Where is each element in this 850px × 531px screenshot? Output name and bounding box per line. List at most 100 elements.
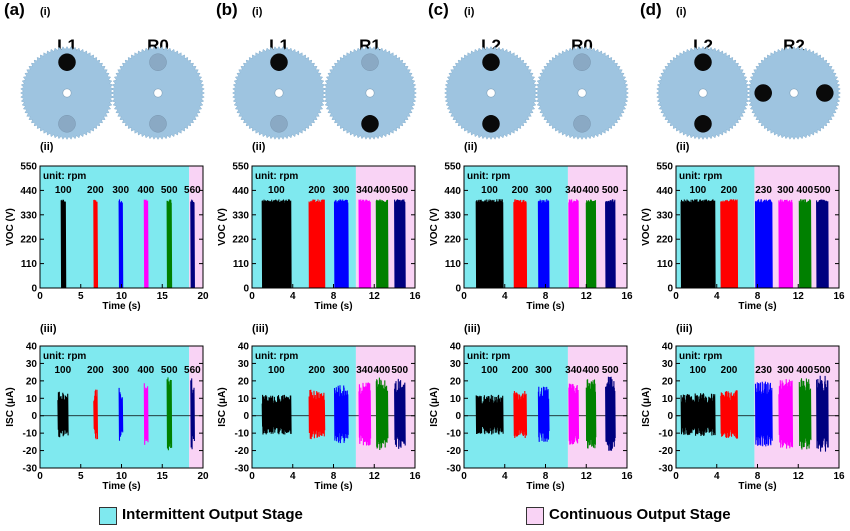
legend-swatch-intermittent	[99, 507, 117, 525]
chart-d-isc-burst-label-200: 200	[721, 365, 738, 376]
chart-c-voc-unit-note: unit: rpm	[467, 171, 510, 182]
chart-c-voc-xtick-4: 16	[621, 291, 633, 302]
panel-d-sub-i: (i)	[676, 6, 687, 18]
chart-a-isc-ytick-7: 40	[26, 342, 38, 353]
chart-b-voc-ylabel: VOC (V)	[217, 208, 228, 246]
chart-a-isc-xtick-0: 0	[37, 471, 43, 482]
chart-b-voc-ytick-1: 110	[233, 259, 250, 270]
chart-c-voc-series-500	[605, 199, 616, 288]
chart-b-isc-ytick-4: 10	[238, 394, 250, 405]
chart-b-isc-xtick-0: 0	[249, 471, 255, 482]
panel-c-letter: (c)	[428, 0, 449, 19]
chart-c-isc-series-500	[605, 376, 616, 451]
chart-b-voc-burst-label-100: 100	[268, 185, 285, 196]
panel-b-left-wheel	[232, 46, 326, 140]
chart-d-isc-series-200	[720, 390, 739, 439]
panel-b-right-wheel	[323, 46, 417, 140]
chart-a-isc-ytick-1: -20	[23, 446, 38, 457]
chart-c-voc-series-340	[568, 199, 580, 288]
chart-b-isc-xtick-4: 16	[409, 471, 421, 482]
chart-d-voc-series-100	[680, 199, 716, 288]
chart-c-isc-ytick-5: 20	[450, 376, 462, 387]
chart-d-isc-ytick-1: -20	[659, 446, 674, 457]
panel-a-right-magnet-1	[149, 115, 167, 133]
chart-a-isc-ytick-4: 10	[26, 394, 38, 405]
chart-d-voc-ytick-1: 110	[657, 259, 674, 270]
chart-c-isc-burst-label-340: 340	[565, 365, 582, 376]
panel-d-left-magnet-0	[694, 53, 712, 71]
chart-a-voc-series-560	[190, 199, 195, 288]
chart-b-voc-xtick-0: 0	[249, 291, 255, 302]
chart-a-isc-series-560	[190, 378, 195, 450]
chart-a-isc-xtick-3: 15	[157, 471, 169, 482]
chart-a-voc-burst-label-200: 200	[87, 185, 104, 196]
chart-c-isc-ytick-1: -20	[447, 446, 462, 457]
chart-d-voc-series-300	[778, 199, 794, 288]
chart-a-voc-unit-note: unit: rpm	[43, 171, 86, 182]
chart-a-voc-ytick-3: 330	[20, 210, 37, 221]
chart-a-voc-xlabel: Time (s)	[102, 301, 140, 312]
chart-c-isc-burst-label-100: 100	[481, 365, 498, 376]
panel-b-right-wheel-hub	[365, 88, 375, 98]
chart-d-isc-ytick-4: 10	[662, 394, 674, 405]
chart-d-voc-ytick-3: 330	[656, 210, 673, 221]
chart-c-isc-ytick-7: 40	[450, 342, 462, 353]
chart-a-isc-burst-label-500: 500	[161, 365, 178, 376]
chart-d-voc-xtick-4: 16	[833, 291, 845, 302]
chart-d-voc-ylabel: VOC (V)	[641, 208, 652, 246]
panel-a-left-magnet-1	[58, 115, 76, 133]
chart-c-voc-ytick-3: 330	[444, 210, 461, 221]
chart-b-isc-series-300	[333, 385, 349, 444]
panel-b-right-magnet-0	[361, 53, 379, 71]
chart-b-voc-burst-label-200: 200	[308, 185, 325, 196]
chart-d-voc-ytick-5: 550	[656, 162, 673, 173]
panel-c-right-magnet-1	[573, 115, 591, 133]
chart-d-voc-xtick-3: 12	[793, 291, 805, 302]
chart-a-isc-ylabel: ISC (μA)	[5, 387, 16, 426]
chart-c-voc-xlabel: Time (s)	[526, 301, 564, 312]
chart-c-isc-xlabel: Time (s)	[526, 481, 564, 492]
panel-a-right-wheel	[111, 46, 205, 140]
chart-c-isc-xtick-2: 8	[543, 471, 549, 482]
panel-b-letter: (b)	[216, 0, 238, 19]
chart-d-isc-xtick-4: 16	[833, 471, 845, 482]
chart-c-voc: 100 200 300 340 400 500 unit: rpm 0 110 220 330 440…	[429, 162, 633, 313]
chart-d-voc-burst-label-400: 400	[797, 185, 814, 196]
chart-c-voc-burst-label-200: 200	[512, 185, 529, 196]
chart-b-voc-burst-label-340: 340	[356, 185, 373, 196]
chart-b-voc: 100 200 300 340 400 500 unit: rpm 0 110 220 330 440…	[217, 162, 421, 313]
chart-b-isc-xtick-1: 4	[290, 471, 296, 482]
panel-a-sub-i: (i)	[40, 6, 51, 18]
panel-d-right-magnet-1	[754, 84, 772, 102]
chart-a-isc-series-200	[93, 389, 99, 440]
chart-d-isc-burst-label-230: 230	[755, 365, 772, 376]
chart-b-isc-series-340	[358, 382, 372, 446]
chart-c-isc-burst-label-500: 500	[602, 365, 619, 376]
chart-d-isc-burst-label-400: 400	[797, 365, 814, 376]
chart-d-voc-xlabel: Time (s)	[738, 301, 776, 312]
chart-c-voc-ytick-5: 550	[444, 162, 461, 173]
legend-swatch-continuous	[526, 507, 544, 525]
panel-d-right-wheel-hub	[789, 88, 799, 98]
chart-b-voc-xlabel: Time (s)	[314, 301, 352, 312]
chart-d-isc-series-300	[778, 379, 794, 449]
chart-b-voc-xtick-4: 16	[409, 291, 421, 302]
chart-b-voc-series-200	[308, 199, 326, 288]
chart-a-voc-ytick-0: 0	[31, 284, 37, 295]
chart-c-isc-ytick-2: -10	[447, 429, 462, 440]
chart-a-isc-ytick-2: -10	[23, 429, 38, 440]
chart-a-isc-ytick-3: 0	[31, 411, 37, 422]
chart-c-voc-ytick-0: 0	[455, 284, 461, 295]
chart-d-isc-ytick-3: 0	[667, 411, 673, 422]
chart-d-voc-unit-note: unit: rpm	[679, 171, 722, 182]
chart-b-isc-burst-label-340: 340	[356, 365, 373, 376]
chart-d-isc-ytick-0: -30	[659, 464, 674, 475]
chart-c-voc-series-400	[585, 199, 597, 288]
chart-b-isc-ytick-3: 0	[243, 411, 249, 422]
chart-b-isc-burst-label-200: 200	[308, 365, 325, 376]
chart-a-isc-burst-label-560: 560	[184, 365, 201, 376]
